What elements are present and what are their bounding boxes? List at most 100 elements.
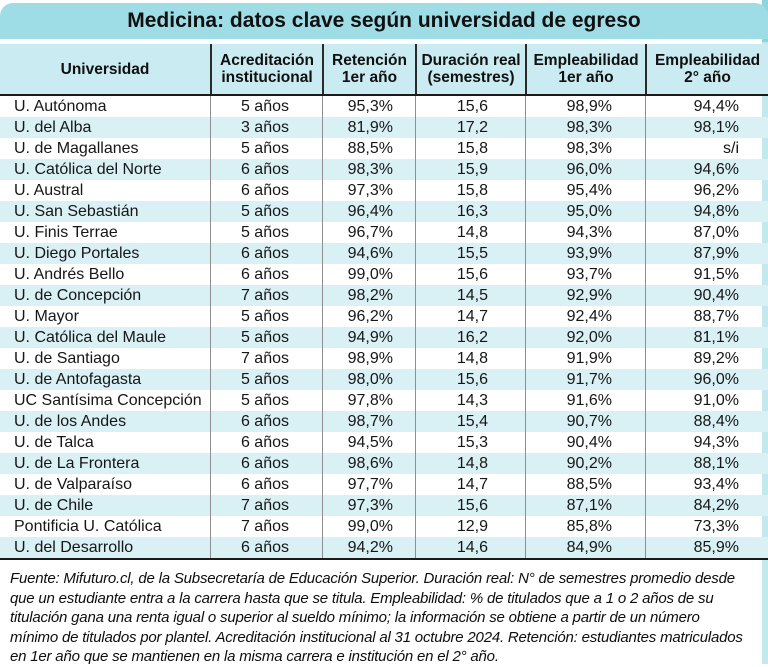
column-header-2: Retención 1er año bbox=[322, 44, 415, 94]
cell-value: 95,4% bbox=[525, 180, 645, 201]
cell-value: 90,2% bbox=[525, 453, 645, 474]
cell-value: 7 años bbox=[210, 495, 322, 516]
cell-value: 94,4% bbox=[645, 96, 768, 117]
cell-value: 84,2% bbox=[645, 495, 768, 516]
cell-value: 92,4% bbox=[525, 306, 645, 327]
page-title: Medicina: datos clave según universidad … bbox=[127, 9, 641, 32]
cell-value: 98,3% bbox=[525, 117, 645, 138]
cell-university: U. Católica del Maule bbox=[14, 329, 167, 346]
table-row: U. Andrés Bello 6 años 99,0% 15,6 93,7% 91,5% bbox=[0, 264, 768, 285]
cell-university: U. Finis Terrae bbox=[14, 224, 118, 241]
column-header-line: Empleabilidad bbox=[654, 52, 761, 69]
cell-value: 15,5 bbox=[415, 243, 525, 264]
cell-value: 92,9% bbox=[525, 285, 645, 306]
table-row: U. del Desarrollo 6 años 94,2% 14,6 84,9% 85,… bbox=[0, 537, 768, 558]
cell-value: 14,6 bbox=[415, 537, 525, 558]
cell-value: 94,9% bbox=[322, 327, 415, 348]
cell-value: 90,4% bbox=[525, 432, 645, 453]
cell-value: 73,3% bbox=[645, 516, 768, 537]
cell-value: 93,7% bbox=[525, 264, 645, 285]
cell-university: U. del Desarrollo bbox=[14, 539, 134, 556]
cell-value: 5 años bbox=[210, 201, 322, 222]
cell-value: 17,2 bbox=[415, 117, 525, 138]
cell-value: 94,3% bbox=[645, 432, 768, 453]
table-row: U. Autónoma 5 años 95,3% 15,6 98,9% 94,4% bbox=[0, 96, 768, 117]
cell-university: U. Autónoma bbox=[14, 98, 107, 115]
cell-value: 81,9% bbox=[322, 117, 415, 138]
cell-value: 6 años bbox=[210, 264, 322, 285]
cell-value: 84,9% bbox=[525, 537, 645, 558]
cell-value: 96,2% bbox=[645, 180, 768, 201]
cell-value: 94,6% bbox=[322, 243, 415, 264]
cell-value: 16,2 bbox=[415, 327, 525, 348]
cell-university: U. de Magallanes bbox=[14, 140, 139, 157]
cell-value: 15,8 bbox=[415, 180, 525, 201]
cell-value: 98,9% bbox=[322, 348, 415, 369]
table-header-row: Universidad Acreditación institucional Rete… bbox=[0, 44, 768, 96]
cell-value: 6 años bbox=[210, 180, 322, 201]
cell-value: 97,3% bbox=[322, 180, 415, 201]
table-row: U. de La Frontera 6 años 98,6% 14,8 90,2% 88,… bbox=[0, 453, 768, 474]
cell-value: 98,2% bbox=[322, 285, 415, 306]
column-header-line: Universidad bbox=[60, 60, 150, 78]
cell-value: 95,0% bbox=[525, 201, 645, 222]
cell-value: 81,1% bbox=[645, 327, 768, 348]
cell-university: U. de Talca bbox=[14, 434, 94, 451]
table-row: U. Católica del Norte 6 años 98,3% 15,9 96,0… bbox=[0, 159, 768, 180]
cell-value: 5 años bbox=[210, 369, 322, 390]
table-row: U. Diego Portales 6 años 94,6% 15,5 93,9% 87,… bbox=[0, 243, 768, 264]
cell-value: 93,9% bbox=[525, 243, 645, 264]
column-header-line: 1er año bbox=[341, 69, 398, 86]
cell-university: U. de Valparaíso bbox=[14, 476, 132, 493]
cell-value: 6 años bbox=[210, 432, 322, 453]
table-row: U. Católica del Maule 5 años 94,9% 16,2 92,0… bbox=[0, 327, 768, 348]
table-row: U. Mayor 5 años 96,2% 14,7 92,4% 88,7% bbox=[0, 306, 768, 327]
cell-value: 85,8% bbox=[525, 516, 645, 537]
cell-value: 88,5% bbox=[322, 138, 415, 159]
table-row: U. de Talca 6 años 94,5% 15,3 90,4% 94,3% bbox=[0, 432, 768, 453]
table-row: U. de Valparaíso 6 años 97,7% 14,7 88,5% 93,4… bbox=[0, 474, 768, 495]
cell-value: 5 años bbox=[210, 222, 322, 243]
cell-value: 6 años bbox=[210, 537, 322, 558]
cell-value: 14,5 bbox=[415, 285, 525, 306]
cell-value: 96,0% bbox=[645, 369, 768, 390]
cell-value: 95,3% bbox=[322, 96, 415, 117]
cell-value: 97,7% bbox=[322, 474, 415, 495]
cell-university: U. del Alba bbox=[14, 119, 92, 136]
cell-university: U. San Sebastián bbox=[14, 203, 139, 220]
cell-value: 98,1% bbox=[645, 117, 768, 138]
cell-value: 15,6 bbox=[415, 264, 525, 285]
cell-value: 5 años bbox=[210, 327, 322, 348]
cell-value: 5 años bbox=[210, 138, 322, 159]
column-header-line: Acreditación bbox=[220, 52, 314, 69]
cell-value: 98,3% bbox=[525, 138, 645, 159]
cell-value: 99,0% bbox=[322, 264, 415, 285]
column-header-line: Empleabilidad bbox=[533, 52, 639, 69]
table-row: U. de los Andes 6 años 98,7% 15,4 90,7% 88,4% bbox=[0, 411, 768, 432]
column-header-line: Retención bbox=[332, 52, 407, 69]
cell-value: 94,8% bbox=[645, 201, 768, 222]
cell-value: 98,6% bbox=[322, 453, 415, 474]
cell-university: U. Austral bbox=[14, 182, 84, 199]
title-band: Medicina: datos clave según universidad … bbox=[0, 3, 768, 39]
cell-value: 15,4 bbox=[415, 411, 525, 432]
table-row: U. Finis Terrae 5 años 96,7% 14,8 94,3% 87,0% bbox=[0, 222, 768, 243]
cell-university: UC Santísima Concepción bbox=[14, 392, 202, 409]
cell-value: 15,3 bbox=[415, 432, 525, 453]
cell-value: 89,2% bbox=[645, 348, 768, 369]
table-row: U. de Antofagasta 5 años 98,0% 15,6 91,7% 96,… bbox=[0, 369, 768, 390]
cell-value: 5 años bbox=[210, 96, 322, 117]
table-row: U. de Chile 7 años 97,3% 15,6 87,1% 84,2% bbox=[0, 495, 768, 516]
cell-value: 91,0% bbox=[645, 390, 768, 411]
cell-university: U. de Antofagasta bbox=[14, 371, 142, 388]
cell-value: 5 años bbox=[210, 390, 322, 411]
cell-value: 88,5% bbox=[525, 474, 645, 495]
cell-value: 94,3% bbox=[525, 222, 645, 243]
cell-value: 16,3 bbox=[415, 201, 525, 222]
cell-value: s/i bbox=[645, 138, 768, 159]
cell-value: 15,9 bbox=[415, 159, 525, 180]
cell-value: 87,0% bbox=[645, 222, 768, 243]
cell-university: Pontificia U. Católica bbox=[14, 518, 162, 535]
cell-value: 90,4% bbox=[645, 285, 768, 306]
